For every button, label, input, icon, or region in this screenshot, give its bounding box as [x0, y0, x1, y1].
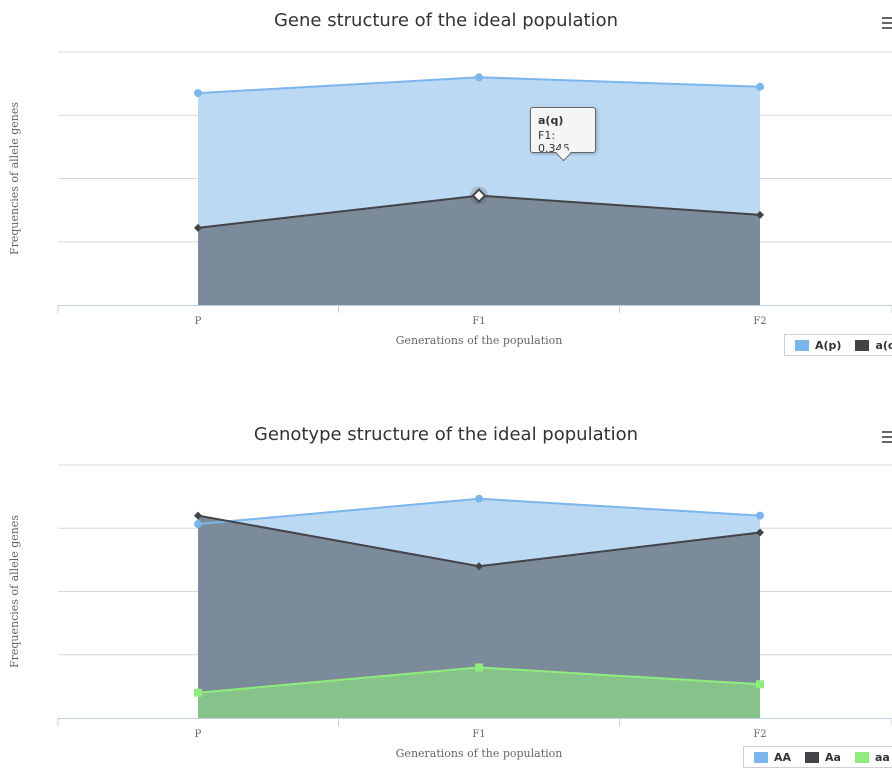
- tooltip: a(q) F1: 0.346: [530, 107, 596, 162]
- legend-item-AA[interactable]: AA: [754, 751, 791, 764]
- data-point-Aa: [756, 528, 764, 537]
- genotype-structure-plot: P F1 F2 Generations of the population Freque…: [8, 464, 892, 760]
- data-point-a(q): [756, 210, 764, 219]
- legend-label: a(q): [875, 338, 892, 352]
- tooltip-title: a(q): [538, 114, 564, 127]
- legend-item-A-p[interactable]: A(p): [795, 339, 841, 352]
- gene-structure-chart: P F1 F2 Generations of the population Freque…: [0, 0, 892, 370]
- x-tick-label: F2: [753, 316, 766, 327]
- legend: A(p) a(q): [784, 334, 892, 356]
- data-point-A(p): [756, 82, 764, 91]
- legend-swatch: [754, 751, 768, 763]
- data-point-Aa: [475, 562, 483, 571]
- gene-structure-plot: P F1 F2 Generations of the population Freque…: [8, 51, 892, 347]
- y-axis-title: Frequencies of allele genes: [8, 515, 21, 668]
- data-point-aa: [475, 663, 483, 672]
- data-point-AA: [475, 494, 483, 503]
- x-axis-title: Generations of the population: [396, 334, 563, 347]
- legend-swatch: [855, 339, 870, 351]
- x-tick-label: F2: [753, 729, 766, 740]
- data-point-AA: [194, 520, 202, 529]
- genotype-structure-chart: P F1 F2 Generations of the population Freque…: [0, 412, 892, 769]
- chart-title: Genotype structure of the ideal populati…: [253, 424, 639, 445]
- legend-item-aa[interactable]: aa: [854, 750, 890, 764]
- hamburger-icon[interactable]: [882, 17, 892, 29]
- x-tick-label: F1: [472, 316, 485, 327]
- area-Aa: [198, 515, 760, 718]
- legend-label: A(p): [815, 338, 842, 352]
- legend-swatch: [805, 751, 820, 763]
- tooltip-text: F1: 0.346: [538, 129, 570, 155]
- chart-title: Gene structure of the ideal population: [273, 10, 618, 31]
- y-axis-title: Frequencies of allele genes: [8, 102, 21, 255]
- data-point-aa: [756, 680, 764, 689]
- hamburger-icon[interactable]: [882, 431, 892, 443]
- legend-swatch: [854, 751, 869, 763]
- data-point-A(p): [194, 89, 202, 98]
- x-axis-title: Generations of the population: [396, 747, 563, 760]
- legend: AA Aa aa: [743, 746, 892, 768]
- hover-marker: [471, 188, 487, 203]
- area-a(q): [198, 195, 760, 305]
- legend-label: aa: [874, 750, 890, 764]
- x-tick-label: F1: [472, 729, 485, 740]
- legend-label: AA: [774, 750, 792, 764]
- x-tick-label: P: [195, 316, 202, 327]
- legend-item-Aa[interactable]: Aa: [805, 751, 841, 764]
- data-point-a(q): [194, 223, 202, 232]
- data-point-aa: [194, 688, 202, 697]
- data-point-A(p): [475, 73, 483, 82]
- legend-label: Aa: [825, 750, 841, 764]
- data-point-AA: [756, 511, 764, 520]
- legend-swatch: [795, 339, 809, 351]
- x-tick-label: P: [195, 729, 202, 740]
- legend-item-a-q[interactable]: a(q): [855, 339, 892, 352]
